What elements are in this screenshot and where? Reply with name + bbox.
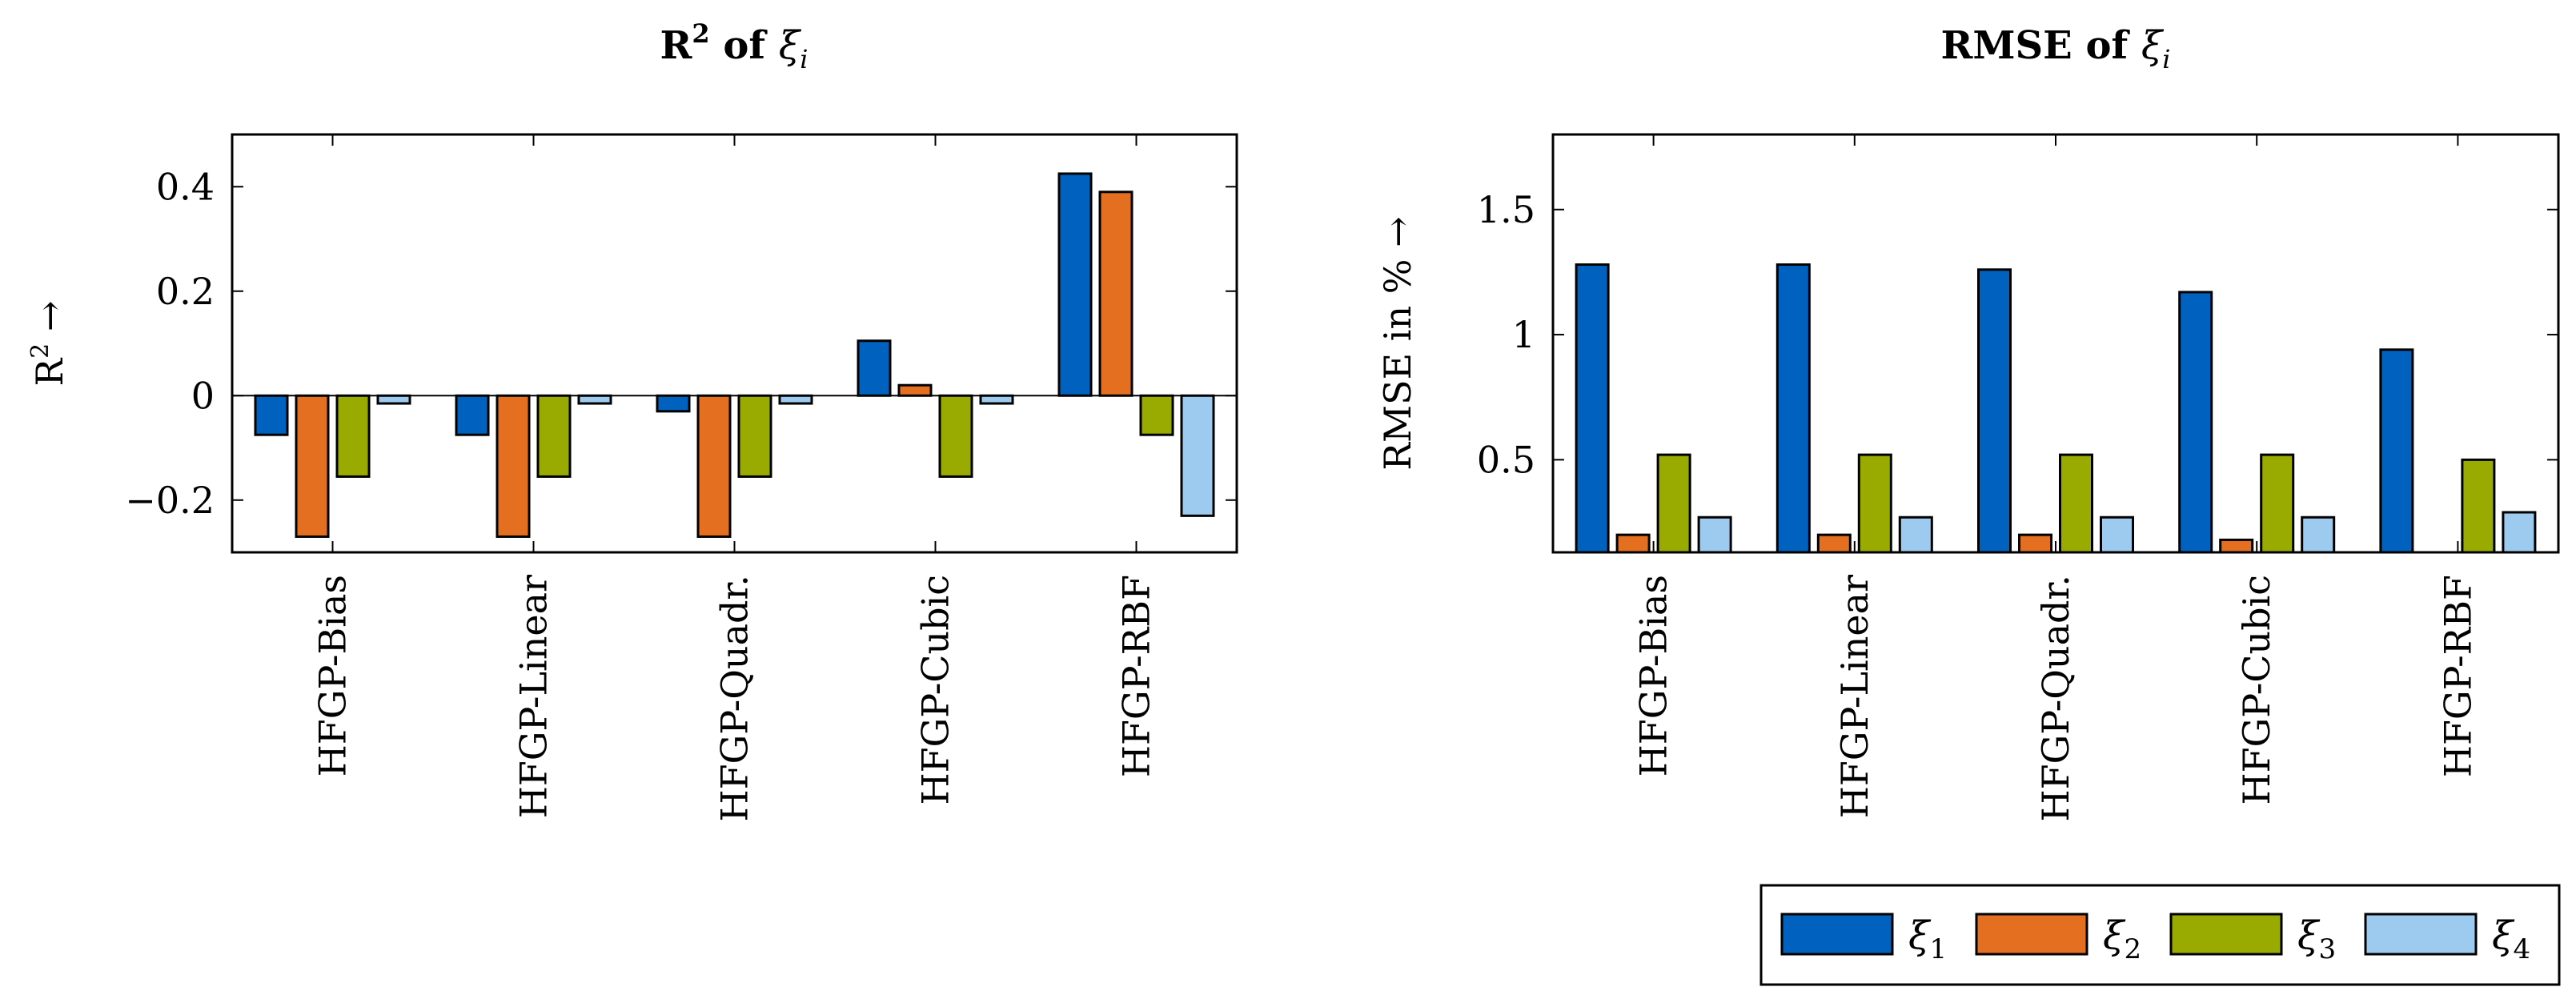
- bar-xi4-5: [1180, 394, 1215, 517]
- x-category-label: HFGP-Linear: [512, 575, 556, 818]
- chart-r2: R2 of ξi R2 → −0.2 0 0.2 0.4 HFGP-Bias HFGP-Lin…: [26, 18, 1238, 822]
- bar-xi3-3: [737, 394, 772, 478]
- bar-xi2-4: [897, 383, 933, 397]
- legend-swatch-xi1: [1780, 913, 1894, 956]
- x-category-label: HFGP-Cubic: [2235, 575, 2278, 805]
- bar-xi1-4: [2178, 291, 2213, 554]
- bar-xi3-5: [2461, 458, 2496, 554]
- legend-swatch-xi4: [2364, 913, 2478, 956]
- bar-xi4-1: [1697, 516, 1732, 554]
- x-category-label: HFGP-Bias: [1632, 575, 1675, 776]
- bar-xi2-1: [1615, 533, 1651, 554]
- x-category-label: HFGP-Linear: [1833, 575, 1876, 818]
- y-tick-label: 0.5: [1477, 438, 1535, 481]
- bar-xi1-2: [455, 394, 490, 436]
- legend-swatch-xi3: [2169, 913, 2283, 956]
- y-axis-label: RMSE in % →: [1376, 216, 1419, 470]
- bar-xi4-4: [2301, 516, 2336, 554]
- x-category-label: HFGP-RBF: [2436, 575, 2479, 777]
- legend-label-xi1: ξ1: [1908, 913, 1947, 965]
- bar-xi1-2: [1776, 263, 1811, 554]
- bar-xi2-3: [696, 394, 732, 538]
- bar-xi4-4: [979, 394, 1014, 405]
- bar-xi2-3: [2018, 533, 2052, 554]
- bar-xi1-3: [1977, 268, 2012, 554]
- bar-xi4-2: [1898, 516, 1933, 554]
- legend: ξ1 ξ2 ξ3 ξ4: [1759, 884, 2561, 986]
- chart-rmse: RMSE of ξi RMSE in % → 0.5 1 1.5 HFGP-Bias HFG…: [1376, 23, 2560, 822]
- bar-xi1-4: [857, 339, 892, 397]
- y-tick-label: 0: [191, 374, 215, 417]
- bar-xi3-1: [335, 394, 371, 478]
- bar-xi3-2: [1857, 453, 1892, 554]
- legend-swatch-xi2: [1975, 913, 2088, 956]
- bar-xi4-2: [577, 394, 612, 405]
- bar-xi2-1: [295, 394, 330, 538]
- y-axis-label: R2 →: [26, 301, 71, 387]
- bar-xi1-1: [254, 394, 289, 436]
- bar-xi3-4: [938, 394, 973, 478]
- legend-label-xi4: ξ4: [2492, 913, 2530, 965]
- bar-xi1-5: [1057, 172, 1093, 397]
- bar-xi2-2: [1816, 533, 1852, 554]
- y-tick-label: 0.2: [156, 270, 215, 313]
- x-category-label: HFGP-Quadr.: [713, 575, 756, 822]
- y-tick-label: 1.5: [1477, 188, 1535, 231]
- bar-xi4-1: [376, 394, 411, 405]
- x-category-label: HFGP-RBF: [1115, 575, 1158, 777]
- bar-xi3-2: [536, 394, 572, 478]
- y-tick-label: 0.4: [156, 165, 215, 208]
- bar-xi1-5: [2379, 348, 2414, 554]
- bar-xi2-4: [2219, 538, 2254, 554]
- bar-xi2-5: [1098, 191, 1134, 397]
- bar-xi3-3: [2059, 453, 2093, 554]
- chart-title: R2 of ξi: [660, 18, 809, 74]
- x-category-label: HFGP-Bias: [311, 575, 355, 776]
- bar-xi2-2: [496, 394, 531, 538]
- axis-frame: [231, 133, 1238, 554]
- bar-xi4-3: [778, 394, 813, 405]
- x-category-label: HFGP-Cubic: [914, 575, 957, 805]
- bar-xi3-4: [2260, 453, 2295, 554]
- bar-xi4-3: [2100, 516, 2134, 554]
- y-tick-label: −0.2: [125, 479, 215, 522]
- x-category-label: HFGP-Quadr.: [2034, 575, 2077, 822]
- bar-xi1-3: [656, 394, 691, 413]
- axis-frame: [1551, 133, 2560, 554]
- chart-title: RMSE of ξi: [1940, 23, 2170, 74]
- legend-label-xi2: ξ2: [2103, 913, 2141, 965]
- bar-xi3-5: [1139, 394, 1174, 436]
- legend-label-xi3: ξ3: [2297, 913, 2336, 965]
- y-tick-label: 1: [1512, 313, 1535, 356]
- bar-xi4-5: [2502, 511, 2537, 554]
- bar-xi3-1: [1656, 453, 1691, 554]
- bar-xi1-1: [1575, 263, 1610, 554]
